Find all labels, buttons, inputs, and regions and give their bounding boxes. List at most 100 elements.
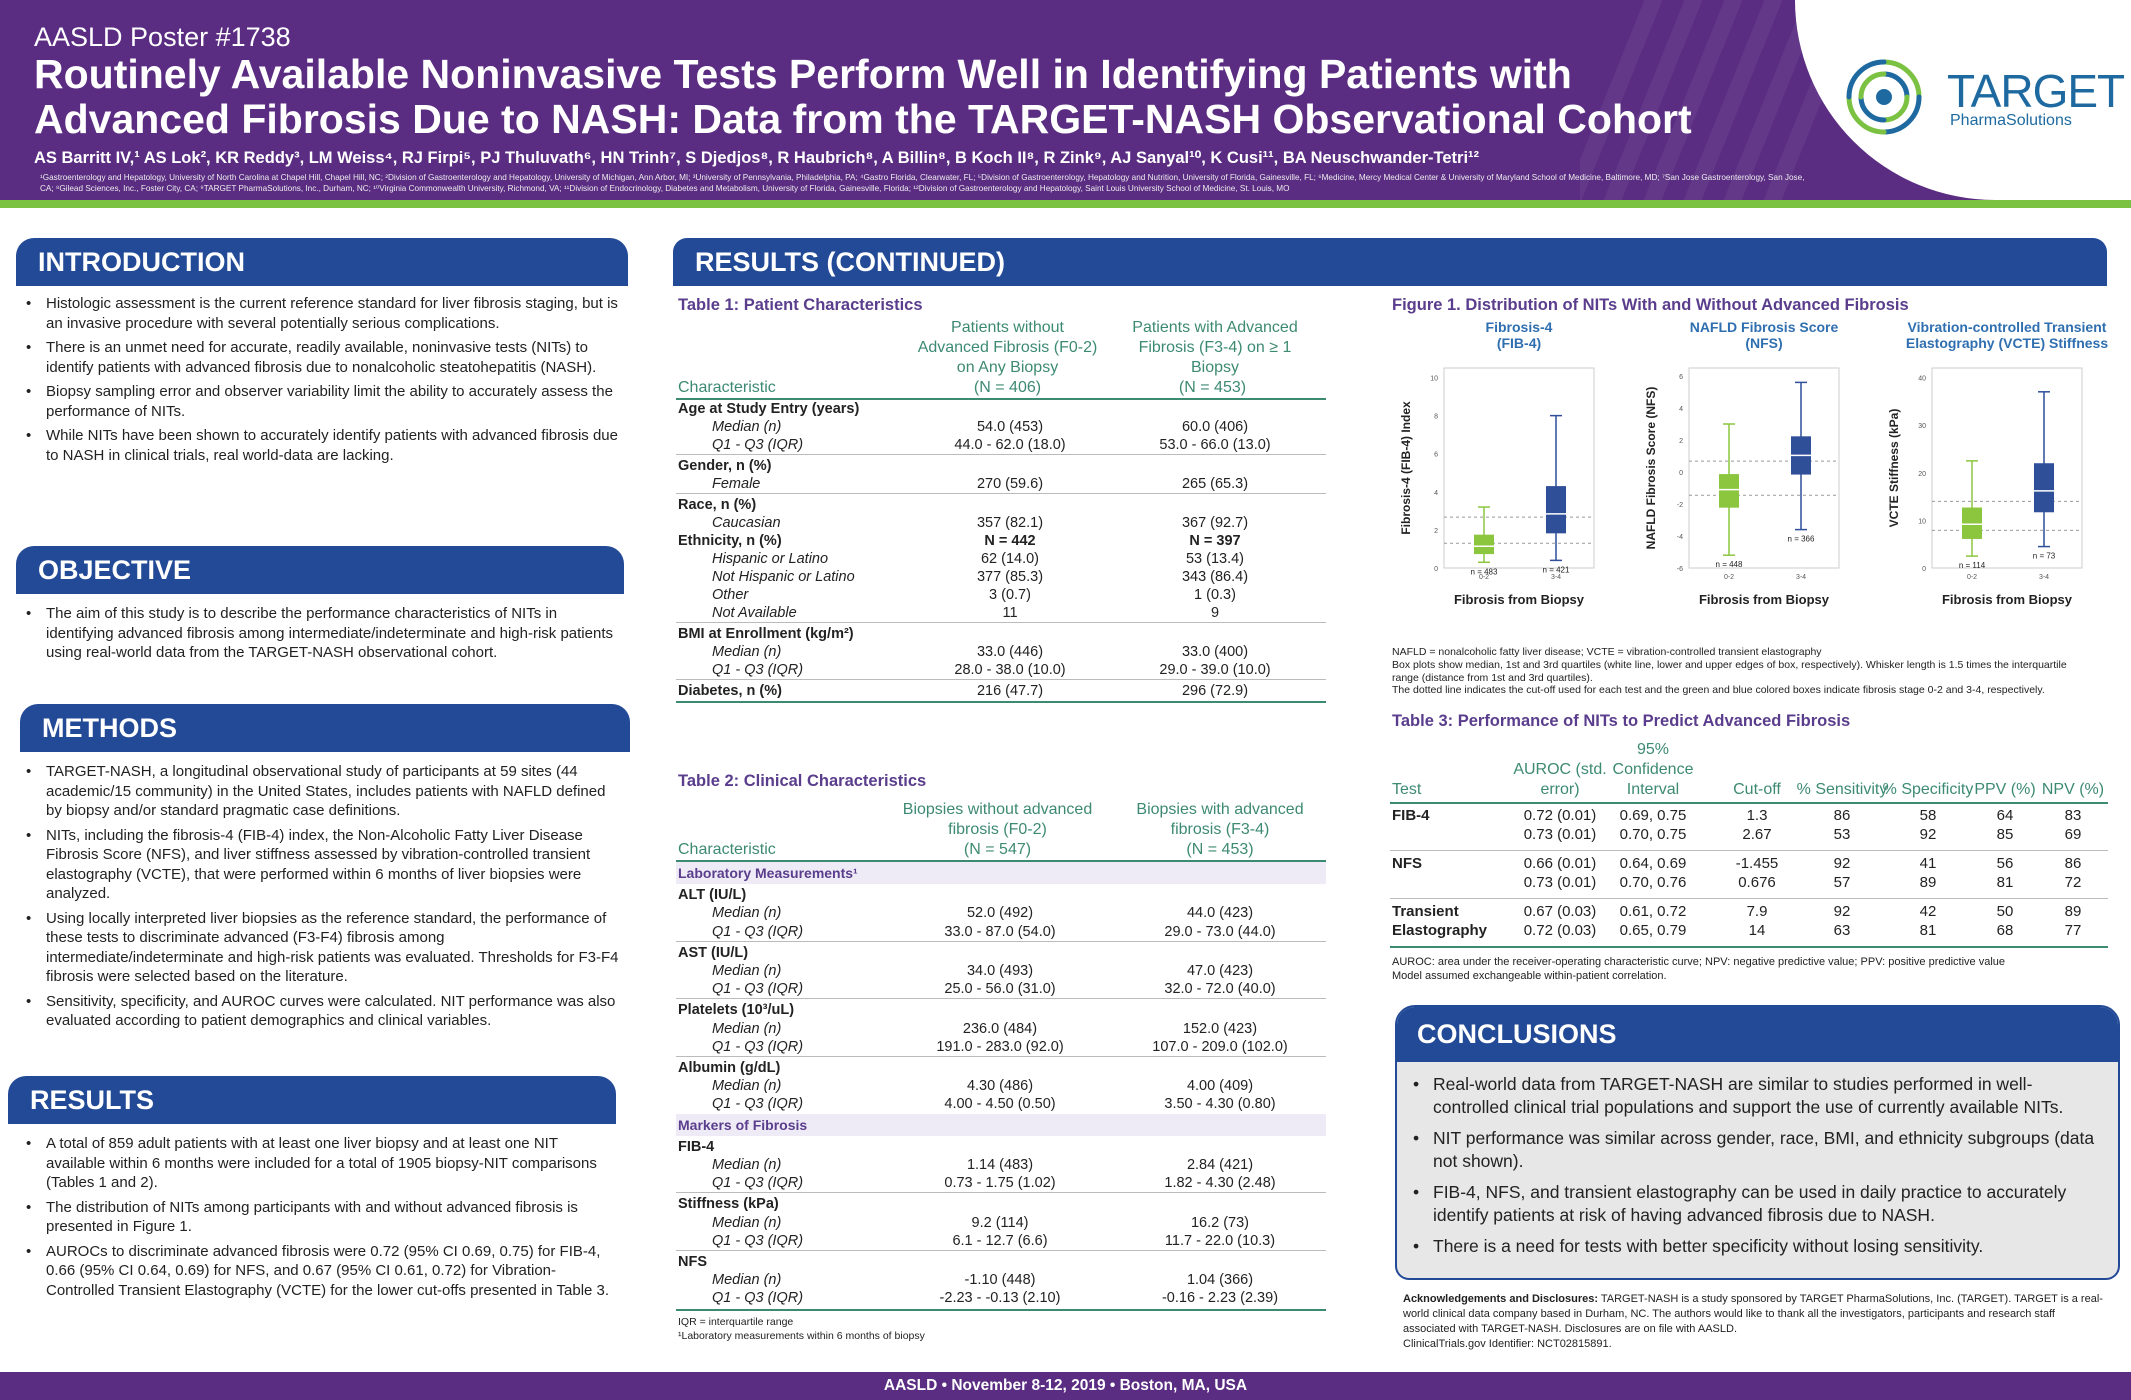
row-value-with: 265 (65.3) (1181, 476, 1249, 492)
y-axis-label: Fibrosis-4 (FIB-4) Index (1399, 401, 1413, 535)
figure1-boxplots: Fibrosis-4(FIB-4) Fibrosis-4 (FIB-4) Inde… (1399, 319, 2108, 607)
y-tick-label: 20 (1918, 471, 1926, 478)
row-value-without: 28.0 - 38.0 (10.0) (954, 662, 1066, 678)
panel-subtitle: Elastography (VCTE) Stiffness (1906, 335, 2108, 351)
bullet-item: There is an unmet need for accurate, rea… (20, 338, 620, 377)
table1-col2-header: Patients with Advanced Fibrosis (F3-4) o… (1132, 319, 1298, 376)
x-tick-label: 3-4 (1796, 574, 1806, 581)
row-label: AST (IU/L) (678, 944, 749, 961)
box-iqr (1474, 534, 1494, 555)
row-value-with: 107.0 - 209.0 (102.0) (1152, 1038, 1288, 1055)
y-tick-label: -2 (1677, 502, 1683, 509)
row-label: Diabetes, n (%) (678, 683, 782, 699)
y-tick-label: 40 (1918, 376, 1926, 383)
figure1-title: Figure 1. Distribution of NITs With and … (1392, 296, 1909, 314)
row-divider (676, 622, 1326, 623)
row-divider (676, 679, 1326, 680)
methods-heading: METHODS (20, 704, 630, 752)
clinical-trial-id: ClinicalTrials.gov Identifier: NCT028158… (1403, 1338, 1612, 1350)
logo-subtitle: PharmaSolutions (1950, 112, 2072, 129)
row-value-with: -0.16 - 2.23 (2.39) (1161, 1290, 1279, 1307)
row-label: BMI at Enrollment (kg/m²) (678, 626, 854, 642)
y-tick-label: 4 (1434, 490, 1438, 497)
figure1-note-2: Box plots show median, 1st and 3rd quart… (1392, 659, 2067, 684)
x-tick-label: 3-4 (2039, 574, 2049, 581)
table3-cell: 14 (1748, 922, 1766, 939)
row-value-with: 33.0 (400) (1181, 644, 1249, 660)
table2-col0-header: Characteristic (678, 841, 776, 858)
table3-cell: 89 (2064, 903, 2082, 920)
row-label: Median (n) (712, 644, 782, 660)
row-value-without: 236.0 (484) (962, 1020, 1038, 1037)
row-label: Median (n) (712, 905, 782, 922)
x-tick-label: 0-2 (1724, 574, 1734, 581)
y-tick-label: 10 (1918, 518, 1926, 525)
y-tick-label: 8 (1434, 414, 1438, 421)
row-value-with: 1.04 (366) (1186, 1272, 1254, 1289)
panel-subtitle: (FIB-4) (1497, 335, 1541, 351)
row-label: Median (n) (712, 963, 782, 979)
table3-cell: 77 (2064, 922, 2082, 939)
row-value-with: 44.0 (423) (1186, 905, 1254, 922)
bullet-item: There is a need for tests with better sp… (1411, 1235, 2101, 1258)
row-label: Female (712, 476, 761, 492)
table3-cell: 0.70, 0.75 (1619, 826, 1687, 843)
y-tick-label: 2 (1679, 438, 1683, 445)
table3-col-header: % Specificity (1882, 781, 1974, 798)
row-value-without: 270 (59.6) (976, 476, 1044, 492)
table3-cell: 0.73 (0.01) (1523, 874, 1597, 891)
table3-col-header: AUROC (std. error) (1513, 761, 1607, 798)
table3-cell: 68 (1996, 922, 2014, 939)
row-label: Gender, n (%) (678, 458, 772, 474)
y-tick-label: 0 (1679, 470, 1683, 477)
table3-cell: 0.70, 0.76 (1619, 874, 1687, 891)
header-banner: AASLD Poster #1738 Routinely Available N… (0, 0, 2131, 200)
row-label: NFS (678, 1254, 707, 1270)
table3-cell: 89 (1919, 874, 1937, 891)
table3-cell: 0.64, 0.69 (1619, 855, 1687, 872)
row-value-without: -2.23 - -0.13 (2.10) (939, 1290, 1061, 1307)
results-heading: RESULTS (8, 1076, 616, 1124)
row-label: Age at Study Entry (years) (678, 401, 860, 417)
row-label: Stiffness (kPa) (678, 1196, 779, 1213)
row-divider (676, 493, 1326, 494)
y-tick-label: 4 (1679, 406, 1683, 413)
table3-col-header: 95% Confidence Interval (1612, 741, 1694, 798)
row-value-without: 33.0 (446) (976, 644, 1044, 660)
bullet-item: Real-world data from TARGET-NASH are sim… (1411, 1073, 2101, 1119)
row-value-without: 33.0 - 87.0 (54.0) (944, 923, 1056, 940)
row-value-without: 11 (1002, 605, 1018, 621)
table3-test-name: Elastography (1392, 922, 1488, 939)
y-tick-label: 6 (1434, 452, 1438, 459)
table3-cell: 86 (2064, 855, 2082, 872)
row-label: Ethnicity, n (%) (678, 533, 782, 549)
row-value-without: 6.1 - 12.7 (6.6) (952, 1232, 1048, 1249)
row-label: Q1 - Q3 (IQR) (712, 923, 804, 940)
row-label: Q1 - Q3 (IQR) (712, 1232, 804, 1249)
table3-note-1: AUROC: area under the receiver-operating… (1392, 956, 2006, 968)
bullet-item: FIB-4, NFS, and transient elastography c… (1411, 1181, 2101, 1227)
bullet-item: Sensitivity, specificity, and AUROC curv… (20, 992, 620, 1031)
row-label: Q1 - Q3 (IQR) (712, 1290, 804, 1307)
row-value-with: 1.82 - 4.30 (2.48) (1164, 1175, 1276, 1192)
table3-cell: 42 (1919, 903, 1937, 920)
table3-cell: 92 (1919, 826, 1937, 843)
row-value-without: 4.00 - 4.50 (0.50) (944, 1096, 1056, 1113)
row-value-without: 216 (47.7) (976, 683, 1044, 699)
table3-cell: 0.67 (0.03) (1523, 903, 1597, 920)
table3-cell: 50 (1996, 903, 2014, 920)
x-axis-label: Fibrosis from Biopsy (1699, 592, 1830, 607)
row-label: Q1 - Q3 (IQR) (712, 662, 804, 678)
panel-title: Fibrosis-4 (1486, 319, 1553, 335)
table2-col1-n: (N = 547) (963, 841, 1032, 858)
row-label: FIB-4 (678, 1138, 715, 1155)
row-value-without: 44.0 - 62.0 (18.0) (954, 437, 1066, 453)
row-label: Median (n) (712, 1272, 782, 1289)
bullet-item: Using locally interpreted liver biopsies… (20, 909, 620, 987)
bullet-item: AUROCs to discriminate advanced fibrosis… (20, 1242, 620, 1301)
table3-col-header: Cut-off (1733, 781, 1781, 798)
table1-col2-n: (N = 406) (973, 379, 1042, 396)
row-value-with: 343 (86.4) (1181, 569, 1249, 585)
table3-test-name: Transient (1392, 903, 1459, 920)
